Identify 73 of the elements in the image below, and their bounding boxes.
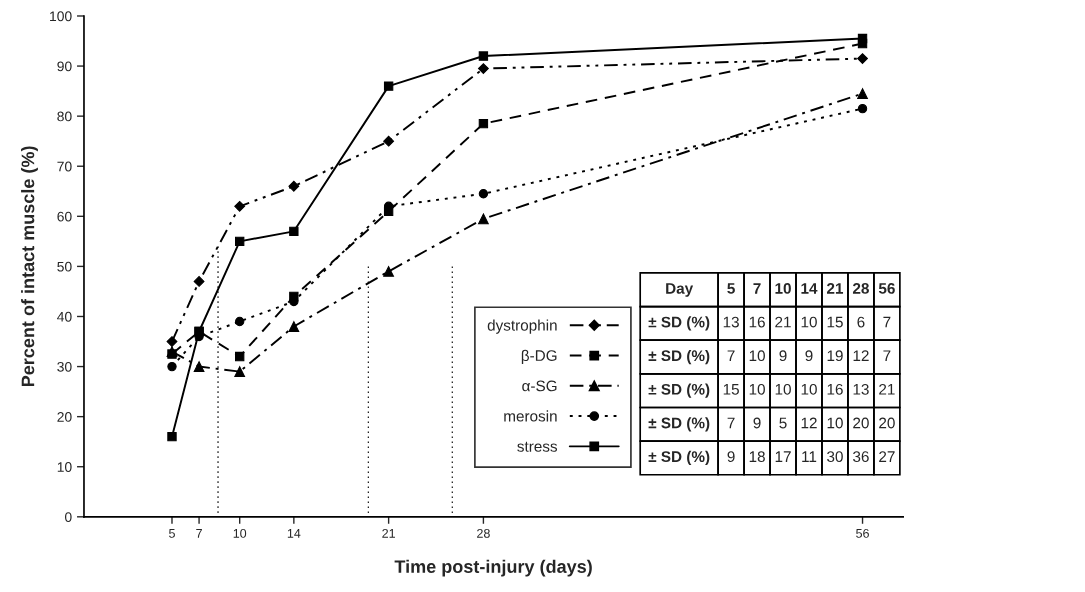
annotation: ± SD (%) <box>648 417 710 432</box>
annotation: 20 <box>853 417 869 429</box>
annotation: 21 <box>826 283 844 294</box>
annotation: 10 <box>775 283 791 294</box>
annotation: 21 <box>775 316 791 328</box>
annotation: 10 <box>801 316 817 328</box>
y-tick-label: 40 <box>57 311 72 322</box>
annotation: 56 <box>878 283 895 294</box>
annotation: 12 <box>801 417 817 429</box>
annotation: ± SD (%) <box>648 316 710 331</box>
y-tick-label: 90 <box>57 61 72 72</box>
annotation: 16 <box>749 316 765 328</box>
annotation: 11 <box>802 451 817 462</box>
x-tick-label: 28 <box>477 528 490 538</box>
y-tick-label: 60 <box>57 211 72 222</box>
annotation: 13 <box>853 383 869 395</box>
annotation: 36 <box>853 451 869 463</box>
x-axis-title: Time post-injury (days) <box>394 559 592 577</box>
annotation: 14 <box>801 283 818 294</box>
annotation: 19 <box>827 350 843 362</box>
annotation: 6 <box>857 316 865 328</box>
x-tick-label: 21 <box>382 528 395 538</box>
annotation: ± SD (%) <box>648 383 710 398</box>
x-tick-label: 7 <box>196 529 202 538</box>
annotation: 17 <box>775 451 791 462</box>
annotation: 7 <box>727 417 735 429</box>
annotation: 21 <box>879 383 895 395</box>
annotation: 15 <box>723 384 739 395</box>
annotation: 9 <box>805 350 813 362</box>
legend-label: stress <box>517 441 558 452</box>
annotation: 13 <box>723 316 739 328</box>
y-tick-label: 70 <box>57 161 72 172</box>
annotation: 9 <box>753 417 761 429</box>
x-tick-label: 56 <box>856 528 869 538</box>
annotation: 9 <box>779 350 787 362</box>
annotation: 28 <box>852 283 869 294</box>
y-tick-label: 80 <box>57 111 72 122</box>
annotation: 20 <box>879 417 895 429</box>
x-tick-label: 10 <box>233 528 247 538</box>
annotation: 16 <box>827 383 843 395</box>
y-tick-label: 50 <box>57 261 72 272</box>
annotation: 7 <box>727 350 735 361</box>
annotation: 15 <box>827 316 843 328</box>
annotation: ± SD (%) <box>648 450 710 466</box>
y-tick-label: 30 <box>57 361 72 372</box>
legend-label: β-DG <box>521 349 557 365</box>
y-tick-label: 100 <box>50 11 72 22</box>
y-tick-label: 0 <box>64 512 72 522</box>
y-axis-title: Percent of intact muscle (%) <box>21 146 38 387</box>
y-tick-label: 10 <box>57 462 72 472</box>
annotation: Day <box>666 283 694 297</box>
annotation: 12 <box>853 350 869 361</box>
annotation: 7 <box>883 350 891 361</box>
y-tick-label: 20 <box>57 411 72 422</box>
annotation: 18 <box>749 451 765 463</box>
annotation: 10 <box>801 383 817 395</box>
annotation: 30 <box>827 451 843 463</box>
annotation: 9 <box>727 451 735 463</box>
annotation: 10 <box>775 383 791 395</box>
x-tick-label: 14 <box>287 529 301 538</box>
annotation: 27 <box>879 451 895 462</box>
annotation: 7 <box>753 283 761 294</box>
legend-label: merosin <box>504 410 557 422</box>
annotation: 10 <box>827 417 843 429</box>
annotation: 7 <box>883 316 891 328</box>
annotation: 10 <box>749 383 765 395</box>
x-tick-label: 5 <box>169 529 175 538</box>
annotation: ± SD (%) <box>648 349 710 365</box>
annotation: 5 <box>727 283 735 294</box>
annotation: 5 <box>779 417 787 429</box>
legend-label: dystrophin <box>487 319 557 334</box>
legend-label: α-SG <box>522 380 557 392</box>
annotation: 10 <box>749 350 765 362</box>
